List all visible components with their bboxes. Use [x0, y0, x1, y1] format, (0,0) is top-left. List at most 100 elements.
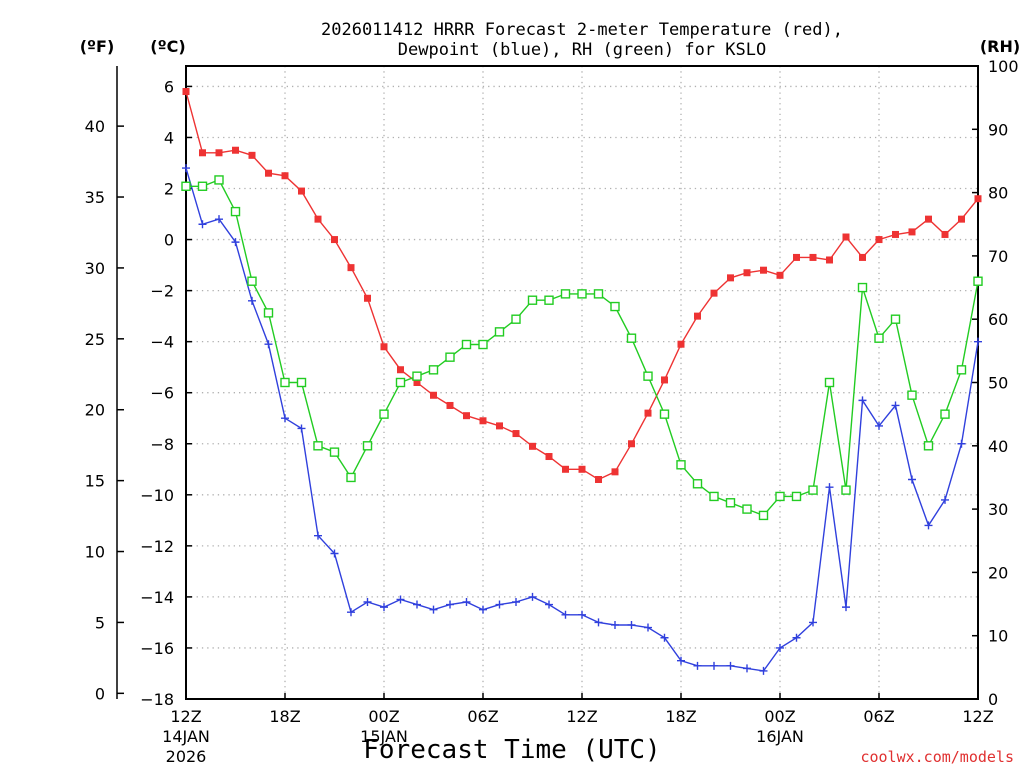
- fahrenheit-tick-label: 5: [95, 613, 105, 632]
- dewpoint-point: [314, 531, 322, 540]
- dewpoint-point: [776, 643, 784, 652]
- fahrenheit-tick-label: 35: [85, 188, 105, 207]
- dewpoint-point: [644, 623, 652, 632]
- dewpoint-point: [842, 603, 850, 612]
- temperature-point: [644, 409, 652, 417]
- dewpoint-point: [413, 600, 421, 609]
- x-tick-label: 06Z: [863, 707, 894, 726]
- celsius-tick-label: −6: [150, 384, 174, 403]
- rh-point: [676, 460, 686, 470]
- rh-point: [412, 371, 422, 381]
- celsius-tick-label: −18: [140, 690, 174, 709]
- rh-point: [610, 301, 620, 312]
- temperature-point: [842, 233, 850, 241]
- rh-point: [775, 491, 785, 502]
- dewpoint-point: [825, 483, 834, 492]
- dewpoint-point: [594, 618, 603, 627]
- rh-point: [940, 409, 950, 419]
- temperature-point: [908, 228, 916, 236]
- dewpoint-point: [726, 661, 735, 670]
- rh-point: [692, 479, 703, 489]
- temperature-point: [430, 391, 437, 399]
- celsius-tick-label: 6: [164, 77, 174, 96]
- temperature-point: [265, 169, 272, 177]
- temperature-point: [958, 215, 965, 223]
- temperature-point: [545, 453, 553, 461]
- rh-point: [527, 295, 538, 305]
- temperature-point: [826, 256, 833, 264]
- temperature-point: [760, 266, 767, 274]
- temperature-point: [611, 468, 619, 476]
- rh-point: [461, 339, 472, 350]
- temperature-point: [809, 253, 817, 261]
- rh-point: [725, 498, 736, 508]
- x-tick-label: 18Z: [269, 707, 300, 726]
- temperature-point: [463, 412, 470, 420]
- temperature-point: [215, 149, 223, 157]
- temperature-point: [727, 274, 734, 282]
- temperature-point: [859, 253, 866, 261]
- dewpoint-point: [941, 495, 949, 504]
- x-tick-label: 00Z: [764, 707, 795, 726]
- celsius-tick-label: −2: [150, 282, 174, 301]
- rh-tick-label: 60: [988, 310, 1008, 329]
- rh-point: [560, 289, 571, 299]
- temperature-point: [892, 230, 899, 238]
- dewpoint-point: [693, 661, 702, 670]
- celsius-tick-label: 0: [164, 231, 174, 250]
- rh-point: [890, 314, 901, 324]
- temperature-point: [628, 440, 635, 448]
- x-tick-label: 00Z: [368, 707, 399, 726]
- temperature-point: [529, 442, 536, 450]
- dewpoint-point: [561, 610, 570, 619]
- rh-point: [263, 308, 274, 318]
- celsius-tick-label: −8: [150, 435, 174, 454]
- rh-point: [907, 390, 917, 400]
- temperature-point: [413, 379, 421, 386]
- rh-tick-label: 30: [988, 500, 1008, 519]
- x-tick-label: 12Z: [170, 707, 201, 726]
- temperature-point: [743, 269, 751, 277]
- rh-point: [956, 365, 967, 375]
- fahrenheit-tick-label: 15: [85, 472, 105, 491]
- dewpoint-series: [182, 164, 982, 675]
- temperature-point: [694, 312, 701, 320]
- celsius-unit-label: (ºC): [150, 37, 185, 56]
- temperature-point: [199, 149, 206, 157]
- credit-text[interactable]: coolwx.com/models: [860, 748, 1014, 766]
- rh-tick-label: 100: [988, 57, 1019, 76]
- celsius-tick-label: 2: [164, 180, 174, 199]
- rh-point: [494, 327, 505, 337]
- dewpoint-point: [891, 401, 900, 410]
- dewpoint-point: [875, 421, 883, 430]
- x-tick-label: 18Z: [665, 707, 696, 726]
- rh-point: [511, 314, 521, 324]
- dewpoint-point: [446, 600, 454, 609]
- series-layer: [181, 88, 983, 675]
- rh-point: [197, 181, 208, 191]
- x-axis-label: Forecast Time (UTC): [363, 735, 660, 765]
- temperature-point: [232, 146, 239, 154]
- date-label: 2026: [166, 747, 207, 766]
- dewpoint-line: [185, 167, 979, 672]
- date-label: 15JAN: [360, 727, 408, 746]
- dewpoint-point: [198, 220, 207, 229]
- temperature-point: [677, 340, 685, 348]
- dewpoint-point: [924, 521, 933, 530]
- temperature-point: [925, 215, 932, 223]
- fahrenheit-tick-label: 25: [85, 330, 105, 349]
- rh-point: [857, 282, 868, 293]
- rh-point: [659, 409, 670, 419]
- celsius-tick-label: −4: [150, 333, 174, 352]
- celsius-tick-label: −16: [140, 639, 174, 658]
- axes: 6420−2−4−6−8−10−12−14−16−184035302520151…: [85, 57, 1019, 726]
- temperature-point: [793, 253, 800, 261]
- celsius-tick-label: 4: [164, 128, 174, 147]
- fahrenheit-tick-label: 40: [85, 117, 105, 136]
- dewpoint-point: [677, 656, 685, 665]
- temperature-point: [776, 271, 784, 279]
- rh-point: [181, 181, 191, 191]
- date-label: 14JAN: [162, 727, 210, 746]
- x-tick-label: 12Z: [566, 707, 597, 726]
